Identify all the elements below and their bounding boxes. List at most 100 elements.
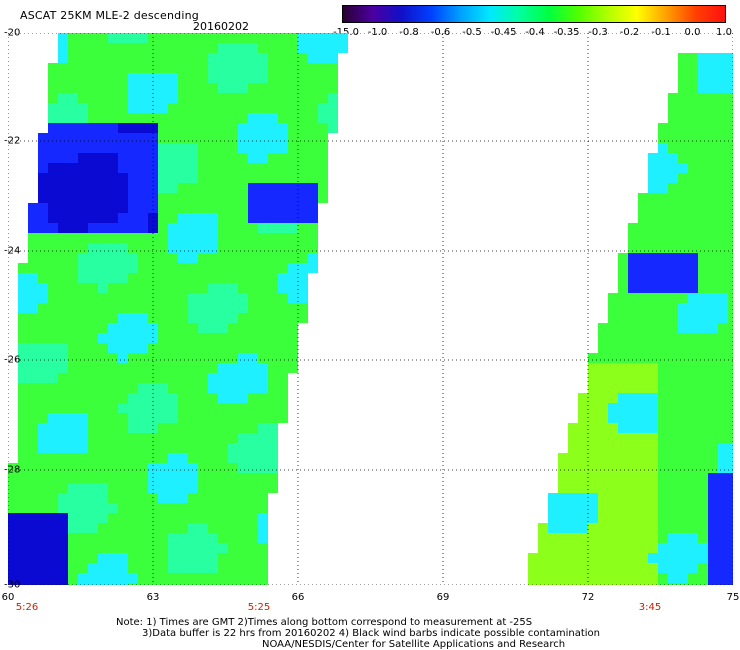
swath-cell bbox=[98, 493, 108, 503]
swath-cell bbox=[178, 113, 188, 123]
swath-cell bbox=[658, 433, 668, 443]
swath-cell bbox=[288, 133, 298, 143]
swath-cell bbox=[278, 333, 288, 343]
swath-cell bbox=[728, 373, 733, 383]
swath-cell bbox=[138, 553, 148, 563]
swath-cell bbox=[718, 183, 728, 193]
swath-cell bbox=[698, 363, 708, 373]
swath-cell bbox=[228, 543, 238, 553]
swath-cell bbox=[278, 393, 288, 403]
swath-cell bbox=[78, 133, 88, 143]
swath-cell bbox=[188, 73, 198, 83]
swath-cell bbox=[238, 73, 248, 83]
swath-cell bbox=[308, 33, 318, 43]
swath-cell bbox=[628, 513, 638, 523]
swath-cell bbox=[268, 33, 278, 43]
swath-cell bbox=[8, 523, 18, 533]
swath-cell bbox=[118, 473, 128, 483]
swath-cell bbox=[28, 283, 38, 293]
swath-cell bbox=[98, 413, 108, 423]
swath-cell bbox=[68, 493, 78, 503]
swath-cell bbox=[688, 123, 698, 133]
swath-cell bbox=[18, 533, 28, 543]
swath-cell bbox=[48, 383, 58, 393]
swath-cell bbox=[188, 293, 198, 303]
swath-cell bbox=[158, 453, 168, 463]
swath-cell bbox=[648, 533, 658, 543]
swath-cell bbox=[68, 163, 78, 173]
swath-cell bbox=[48, 513, 58, 523]
swath-cell bbox=[588, 533, 598, 543]
swath-cell bbox=[728, 263, 733, 273]
swath-cell bbox=[188, 123, 198, 133]
swath-cell bbox=[28, 523, 38, 533]
swath-cell bbox=[268, 73, 278, 83]
swath-cell bbox=[218, 103, 228, 113]
swath-cell bbox=[668, 103, 678, 113]
swath-cell bbox=[318, 153, 328, 163]
swath-cell bbox=[698, 393, 708, 403]
swath-cell bbox=[258, 273, 268, 283]
swath-cell bbox=[138, 443, 148, 453]
swath-cell bbox=[618, 413, 628, 423]
swath-cell bbox=[58, 403, 68, 413]
swath-cell bbox=[78, 493, 88, 503]
swath-cell bbox=[168, 233, 178, 243]
swath-cell bbox=[278, 263, 288, 273]
swath-cell bbox=[48, 423, 58, 433]
swath-cell bbox=[218, 423, 228, 433]
swath-cell bbox=[598, 433, 608, 443]
swath-cell bbox=[268, 323, 278, 333]
swath-cell bbox=[48, 313, 58, 323]
swath-cell bbox=[678, 243, 688, 253]
swath-cell bbox=[668, 283, 678, 293]
swath-cell bbox=[718, 153, 728, 163]
swath-cell bbox=[578, 433, 588, 443]
swath-cell bbox=[608, 433, 618, 443]
swath-cell bbox=[618, 553, 628, 563]
swath-cell bbox=[78, 323, 88, 333]
swath-cell bbox=[218, 573, 228, 583]
swath-cell bbox=[238, 543, 248, 553]
swath-cell bbox=[698, 373, 708, 383]
swath-cell bbox=[568, 573, 578, 583]
swath-cell bbox=[688, 523, 698, 533]
swath-cell bbox=[78, 573, 88, 583]
swath-cell bbox=[28, 253, 38, 263]
swath-cell bbox=[718, 423, 728, 433]
swath-cell bbox=[128, 303, 138, 313]
swath-cell bbox=[108, 333, 118, 343]
swath-cell bbox=[278, 273, 288, 283]
swath-cell bbox=[208, 253, 218, 263]
swath-cell bbox=[728, 443, 733, 453]
swath-cell bbox=[708, 93, 718, 103]
swath-cell bbox=[48, 413, 58, 423]
swath-cell bbox=[58, 123, 68, 133]
swath-cell bbox=[118, 123, 128, 133]
swath-cell bbox=[668, 293, 678, 303]
swath-cell bbox=[138, 403, 148, 413]
swath-cell bbox=[88, 453, 98, 463]
swath-cell bbox=[148, 423, 158, 433]
swath-cell bbox=[148, 243, 158, 253]
swath-cell bbox=[698, 113, 708, 123]
swath-cell bbox=[248, 53, 258, 63]
swath-cell bbox=[318, 183, 328, 193]
swath-cell bbox=[138, 233, 148, 243]
swath-cell bbox=[28, 483, 38, 493]
swath-cell bbox=[728, 83, 733, 93]
swath-cell bbox=[258, 243, 268, 253]
swath-cell bbox=[678, 373, 688, 383]
swath-cell bbox=[58, 93, 68, 103]
swath-cell bbox=[198, 143, 208, 153]
swath-cell bbox=[588, 463, 598, 473]
swath-cell bbox=[238, 473, 248, 483]
swath-cell bbox=[698, 573, 708, 583]
swath-cell bbox=[668, 433, 678, 443]
swath-cell bbox=[708, 383, 718, 393]
swath-cell bbox=[108, 463, 118, 473]
latitude-label: -24 bbox=[4, 245, 21, 257]
swath-cell bbox=[178, 183, 188, 193]
swath-cell bbox=[188, 303, 198, 313]
swath-cell bbox=[698, 253, 708, 263]
